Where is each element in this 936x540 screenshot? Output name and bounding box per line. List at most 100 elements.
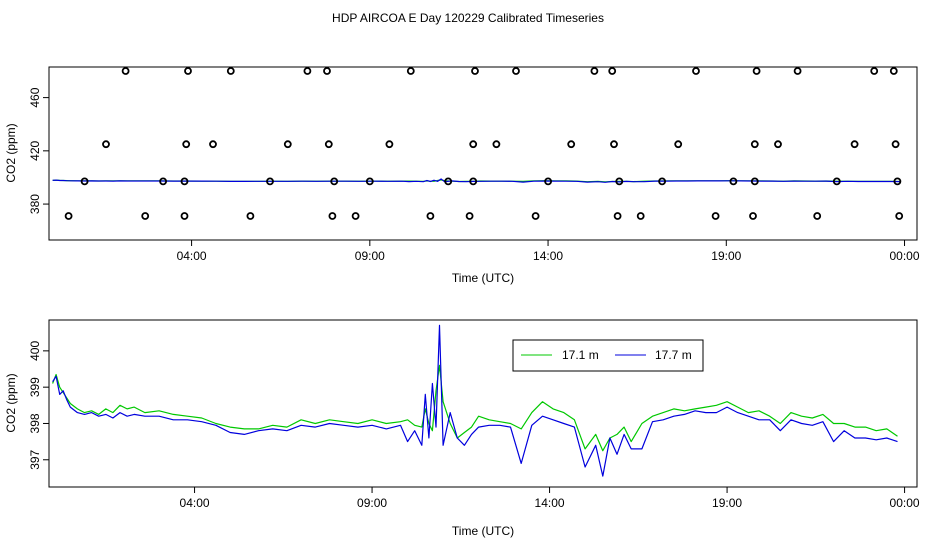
data-point — [283, 140, 292, 149]
data-point — [895, 212, 904, 220]
bottom-x-axis: 04:00 09:00 14:00 19:00 00:00 — [180, 487, 920, 510]
data-point — [328, 212, 337, 220]
data-point — [492, 140, 501, 149]
top-panel: 04:00 09:00 14:00 19:00 00:00 380 420 460 Time… — [4, 66, 920, 285]
x-tick-label: 04:00 — [177, 249, 207, 263]
data-point — [426, 212, 435, 220]
top-series-lines — [52, 178, 902, 183]
data-point — [469, 140, 478, 149]
legend: 17.1 m 17.7 m — [512, 339, 704, 372]
series-line — [52, 364, 898, 452]
bottom-series-lines — [52, 324, 898, 477]
data-point — [226, 67, 235, 75]
data-point — [636, 212, 645, 220]
data-point — [182, 140, 191, 149]
x-tick-label: 14:00 — [535, 496, 565, 510]
data-point — [121, 67, 130, 75]
data-point — [692, 67, 700, 75]
data-point — [406, 67, 415, 75]
data-point — [141, 212, 150, 220]
data-point — [365, 177, 374, 186]
y-tick-label: 399 — [28, 377, 42, 397]
data-point — [351, 212, 360, 220]
data-point — [610, 140, 618, 149]
y-tick-label: 380 — [28, 194, 42, 214]
data-point — [870, 67, 879, 75]
data-point — [531, 212, 540, 220]
x-tick-label: 04:00 — [180, 496, 210, 510]
bottom-y-axis: 397 398 399 400 — [28, 341, 49, 470]
top-x-axis: 04:00 09:00 14:00 19:00 00:00 — [177, 240, 920, 263]
data-point — [567, 140, 576, 149]
top-y-axis: 380 420 460 — [28, 87, 49, 214]
data-point — [889, 67, 898, 75]
data-point — [893, 177, 902, 186]
data-point — [615, 177, 624, 186]
data-point — [774, 140, 782, 149]
legend-label-17-1m: 17.1 m — [562, 348, 599, 362]
y-tick-label: 400 — [28, 341, 42, 361]
data-point — [793, 67, 802, 75]
x-tick-label: 09:00 — [357, 496, 387, 510]
bottom-panel: 04:00 09:00 14:00 19:00 00:00 397 398 399 400 T… — [4, 319, 920, 538]
data-point — [544, 177, 552, 186]
data-point — [323, 67, 331, 75]
x-tick-label: 19:00 — [712, 496, 742, 510]
legend-label-17-7m: 17.7 m — [655, 348, 692, 362]
x-tick-label: 00:00 — [890, 249, 920, 263]
series-line — [52, 324, 898, 477]
data-point — [444, 177, 453, 186]
chart-title: HDP AIRCOA E Day 120229 Calibrated Times… — [332, 11, 604, 25]
x-tick-label: 09:00 — [355, 249, 385, 263]
data-point — [180, 212, 189, 220]
data-point — [674, 140, 683, 149]
data-point — [613, 212, 622, 220]
top-plot-frame — [48, 66, 918, 241]
data-point — [159, 177, 168, 186]
data-point — [590, 67, 599, 75]
data-point — [750, 177, 759, 186]
data-point — [324, 140, 333, 149]
top-x-axis-label: Time (UTC) — [452, 271, 514, 285]
bottom-y-axis-label: CO2 (ppm) — [4, 373, 18, 432]
data-point — [246, 212, 255, 220]
data-point — [209, 140, 217, 149]
data-point — [711, 212, 720, 220]
data-point — [832, 177, 841, 186]
y-tick-label: 420 — [28, 141, 42, 161]
top-y-axis-label: CO2 (ppm) — [4, 123, 18, 182]
x-tick-label: 00:00 — [890, 496, 920, 510]
data-point — [750, 140, 759, 149]
data-point — [469, 177, 478, 186]
data-point — [512, 67, 520, 75]
top-data-points — [64, 67, 904, 220]
data-point — [749, 212, 757, 220]
data-point — [850, 140, 859, 149]
x-tick-label: 14:00 — [533, 249, 563, 263]
data-point — [184, 67, 192, 75]
data-point — [729, 177, 738, 186]
data-point — [330, 177, 339, 186]
top-series-line — [52, 178, 902, 183]
x-tick-label: 19:00 — [711, 249, 741, 263]
bottom-x-axis-label: Time (UTC) — [452, 524, 514, 538]
data-point — [102, 140, 110, 149]
data-point — [891, 140, 900, 149]
data-point — [266, 177, 274, 186]
y-tick-label: 460 — [28, 87, 42, 107]
data-point — [180, 177, 189, 186]
data-point — [471, 67, 479, 75]
data-point — [658, 177, 666, 186]
data-point — [303, 67, 312, 75]
data-point — [752, 67, 761, 75]
y-tick-label: 398 — [28, 413, 42, 433]
data-point — [465, 212, 474, 220]
bottom-plot-frame — [48, 319, 918, 488]
data-point — [80, 177, 89, 186]
data-point — [813, 212, 822, 220]
y-tick-label: 397 — [28, 449, 42, 469]
data-point — [385, 140, 394, 149]
data-point — [64, 212, 73, 220]
data-point — [608, 67, 617, 75]
